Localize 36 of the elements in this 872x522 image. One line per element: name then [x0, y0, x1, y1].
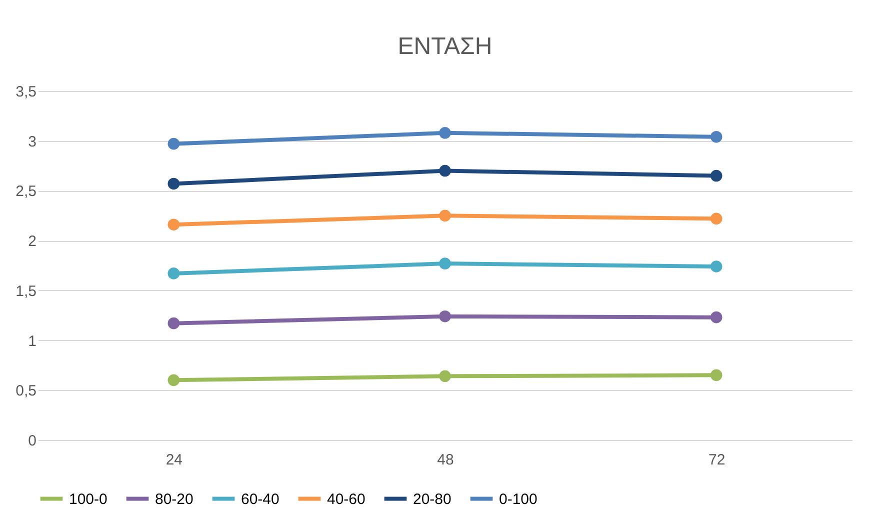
point [710, 212, 722, 225]
point [710, 260, 722, 272]
y-tick-label: 0,5 [16, 382, 36, 400]
point [710, 170, 722, 182]
point [439, 310, 451, 322]
x-tick-label: 72 [708, 452, 726, 468]
point [439, 210, 451, 222]
x-tick-label: 24 [166, 452, 183, 468]
chart-title: ΕΝΤΑΣΗ [398, 33, 492, 60]
legend-label: 20-80 [413, 490, 452, 508]
legend-label: 60-40 [241, 490, 280, 508]
point [168, 218, 180, 231]
point [710, 311, 722, 324]
legend-label: 40-60 [327, 490, 366, 508]
point [168, 317, 180, 330]
point [168, 374, 180, 386]
point [710, 369, 722, 382]
point [168, 268, 180, 280]
y-tick-label: 0 [28, 432, 36, 450]
point [168, 138, 180, 150]
point [439, 370, 451, 382]
y-tick-label: 1 [28, 332, 36, 350]
legend-label: 80-20 [155, 490, 194, 508]
legend-label: 100-0 [69, 490, 108, 508]
legend-label: 0-100 [499, 490, 538, 508]
point [710, 130, 722, 143]
y-tick-label: 3 [28, 133, 36, 150]
point [439, 258, 451, 270]
x-tick-label: 48 [437, 452, 454, 468]
y-tick-label: 2 [28, 233, 36, 250]
point [168, 178, 180, 190]
y-tick-label: 3,5 [16, 84, 36, 100]
point [439, 164, 451, 177]
point [439, 126, 451, 139]
y-tick-label: 2,5 [16, 183, 36, 200]
y-tick-label: 1,5 [16, 282, 36, 300]
